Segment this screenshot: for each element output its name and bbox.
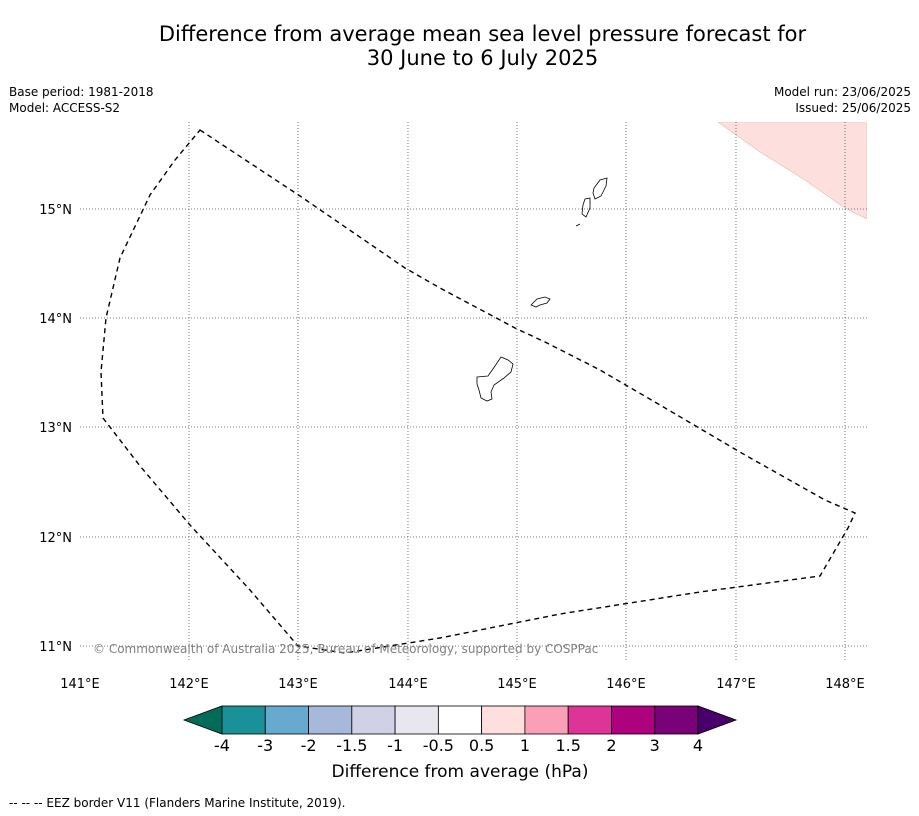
colorbar-swatch bbox=[481, 705, 526, 735]
lat-labels: 15°N 14°N 13°N 12°N 11°N bbox=[39, 203, 72, 655]
graticule bbox=[80, 122, 867, 662]
lat-label-13n: 13°N bbox=[39, 421, 72, 436]
colorbar-tick-label: -3 bbox=[257, 736, 273, 755]
colorbar-tick-label: 1 bbox=[520, 736, 530, 755]
colorbar-swatch bbox=[654, 705, 699, 735]
footer-eez-note: -- -- -- EEZ border V11 (Flanders Marine… bbox=[9, 796, 346, 810]
colorbar-tick-label: -0.5 bbox=[423, 736, 454, 755]
title-line-2: 30 June to 6 July 2025 bbox=[366, 46, 599, 70]
colorbar-under-arrow bbox=[182, 705, 223, 735]
lon-label-145e: 145°E bbox=[497, 677, 537, 692]
colorbar-swatch bbox=[394, 705, 439, 735]
lon-labels: 141°E 142°E 143°E 144°E 145°E 146°E 147°… bbox=[60, 677, 865, 692]
issued-date: Issued: 25/06/2025 bbox=[795, 101, 911, 115]
lat-label-12n: 12°N bbox=[39, 531, 72, 546]
lon-label-144e: 144°E bbox=[388, 677, 428, 692]
colorbar-swatch bbox=[437, 705, 483, 735]
colorbar-tick-label: 3 bbox=[650, 736, 660, 755]
colorbar-swatch bbox=[524, 705, 569, 735]
colorbar-tick-label: 0.5 bbox=[469, 736, 494, 755]
colorbar-tick-label: 4 bbox=[693, 736, 703, 755]
colorbar-swatch bbox=[221, 705, 266, 735]
lat-label-14n: 14°N bbox=[39, 312, 72, 327]
colorbar-tick-label: -1 bbox=[387, 736, 403, 755]
lon-label-142e: 142°E bbox=[169, 677, 209, 692]
map-title: Difference from average mean sea level p… bbox=[150, 22, 815, 70]
islands bbox=[476, 177, 608, 402]
lon-label-148e: 148°E bbox=[825, 677, 865, 692]
colorbar-swatch bbox=[611, 705, 656, 735]
model-name: Model: ACCESS-S2 bbox=[9, 101, 121, 115]
lat-label-11n: 11°N bbox=[39, 640, 72, 655]
meta-left: Base period: 1981-2018 Model: ACCESS-S2 bbox=[9, 84, 154, 116]
guam-island bbox=[476, 356, 514, 402]
colorbar-tick-label: 1.5 bbox=[555, 736, 580, 755]
colorbar-swatch bbox=[308, 705, 353, 735]
model-run: Model run: 23/06/2025 bbox=[773, 85, 911, 99]
colorbar-tick-label: -4 bbox=[214, 736, 230, 755]
lon-label-143e: 143°E bbox=[278, 677, 318, 692]
lon-label-147e: 147°E bbox=[716, 677, 756, 692]
aguijan-island bbox=[575, 223, 581, 227]
map-copyright: © Commonwealth of Australia 2025, Bureau… bbox=[93, 642, 598, 656]
lat-label-15n: 15°N bbox=[39, 203, 72, 218]
saipan-island bbox=[592, 177, 608, 200]
map-area: © Commonwealth of Australia 2025, Bureau… bbox=[80, 122, 867, 662]
colorbar-swatch bbox=[567, 705, 612, 735]
base-period: Base period: 1981-2018 bbox=[9, 85, 154, 99]
colorbar-title: Difference from average (hPa) bbox=[331, 762, 589, 782]
colorbar-tick-label: -1.5 bbox=[336, 736, 367, 755]
lon-label-146e: 146°E bbox=[606, 677, 646, 692]
lon-label-141e: 141°E bbox=[60, 677, 100, 692]
colorbar-tick-label: -2 bbox=[301, 736, 317, 755]
colorbar: -4 -3 -2 -1.5 -1 -0.5 0.5 1 1.5 2 3 4 bbox=[182, 705, 738, 755]
rota-island bbox=[530, 296, 551, 308]
eez-border bbox=[100, 129, 856, 654]
meta-right: Model run: 23/06/2025 Issued: 25/06/2025 bbox=[774, 84, 911, 116]
colorbar-tick-label: 2 bbox=[606, 736, 616, 755]
tinian-island bbox=[581, 197, 591, 218]
colorbar-swatch bbox=[351, 705, 396, 735]
colorbar-swatch bbox=[264, 705, 309, 735]
title-line-1: Difference from average mean sea level p… bbox=[158, 22, 807, 46]
colorbar-over-arrow bbox=[697, 705, 738, 735]
pressure-anomaly-shading bbox=[717, 122, 867, 220]
